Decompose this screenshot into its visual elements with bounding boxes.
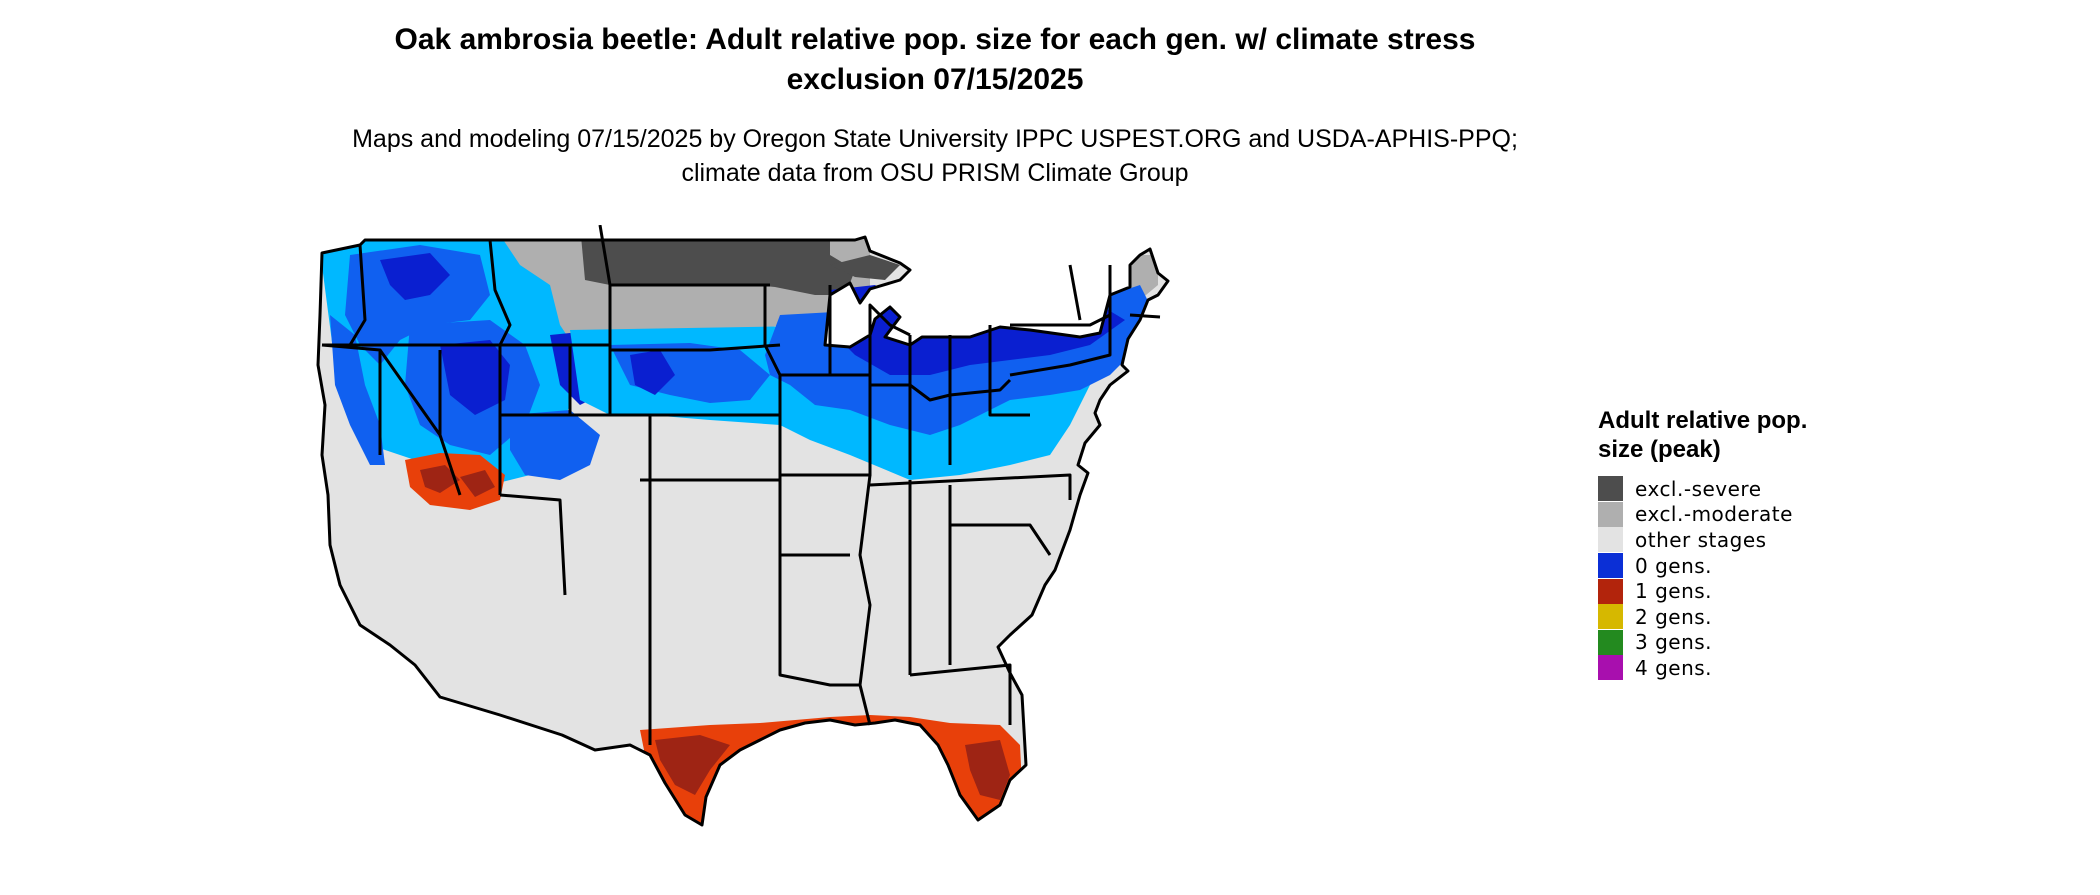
red-dark-texas xyxy=(655,735,730,795)
legend-swatch xyxy=(1598,553,1623,579)
legend-swatch xyxy=(1598,527,1623,553)
legend-title: Adult relative pop. size (peak) xyxy=(1598,407,1808,463)
excl-severe-upper-midwest xyxy=(830,255,900,280)
legend-item: 4 gens. xyxy=(1598,655,1828,681)
legend-item: other stages xyxy=(1598,527,1828,553)
legend-label: 0 gens. xyxy=(1635,553,1713,578)
legend-items: excl.-severe excl.-moderate other stages 0 … xyxy=(1598,476,1828,681)
red-dark-southwest xyxy=(420,465,460,493)
legend-label: excl.-severe xyxy=(1635,476,1762,501)
legend-label: 4 gens. xyxy=(1635,655,1713,680)
legend-label: other stages xyxy=(1635,527,1767,552)
legend-label: 2 gens. xyxy=(1635,604,1713,629)
legend-label: excl.-moderate xyxy=(1635,502,1793,527)
red-dark-florida xyxy=(965,740,1010,800)
legend-label: 1 gens. xyxy=(1635,579,1713,604)
excl-severe-north xyxy=(580,237,855,295)
legend-swatch xyxy=(1598,629,1623,655)
legend-item: 0 gens. xyxy=(1598,553,1828,579)
legend-swatch xyxy=(1598,501,1623,527)
us-map xyxy=(316,225,1170,827)
legend-item: excl.-severe xyxy=(1598,476,1828,502)
legend-swatch xyxy=(1598,476,1623,502)
state-borders xyxy=(316,225,1170,827)
legend-swatch xyxy=(1598,655,1623,681)
legend-swatch xyxy=(1598,604,1623,630)
blue-deep-eastern-colorado xyxy=(630,350,675,395)
legend-swatch xyxy=(1598,578,1623,604)
legend-item: 1 gens. xyxy=(1598,578,1828,604)
legend-item: excl.-moderate xyxy=(1598,501,1828,528)
legend-label: 3 gens. xyxy=(1635,630,1713,655)
red-dark-arizona xyxy=(460,470,495,497)
blue-mid-northwest xyxy=(345,245,490,365)
blue-deep-utah xyxy=(440,340,510,415)
legend-item: 3 gens. xyxy=(1598,629,1828,656)
blue-mid-california xyxy=(330,315,385,465)
legend: Adult relative pop. size (peak) excl.-se… xyxy=(1598,406,1828,681)
blue-mid-southern-rockies xyxy=(510,410,600,480)
map-subtitle: Maps and modeling 07/15/2025 by Oregon S… xyxy=(352,125,1518,187)
map-title: Oak ambrosia beetle: Adult relative pop.… xyxy=(394,23,1476,96)
blue-deep-cascades xyxy=(380,253,450,300)
legend-item: 2 gens. xyxy=(1598,604,1828,630)
